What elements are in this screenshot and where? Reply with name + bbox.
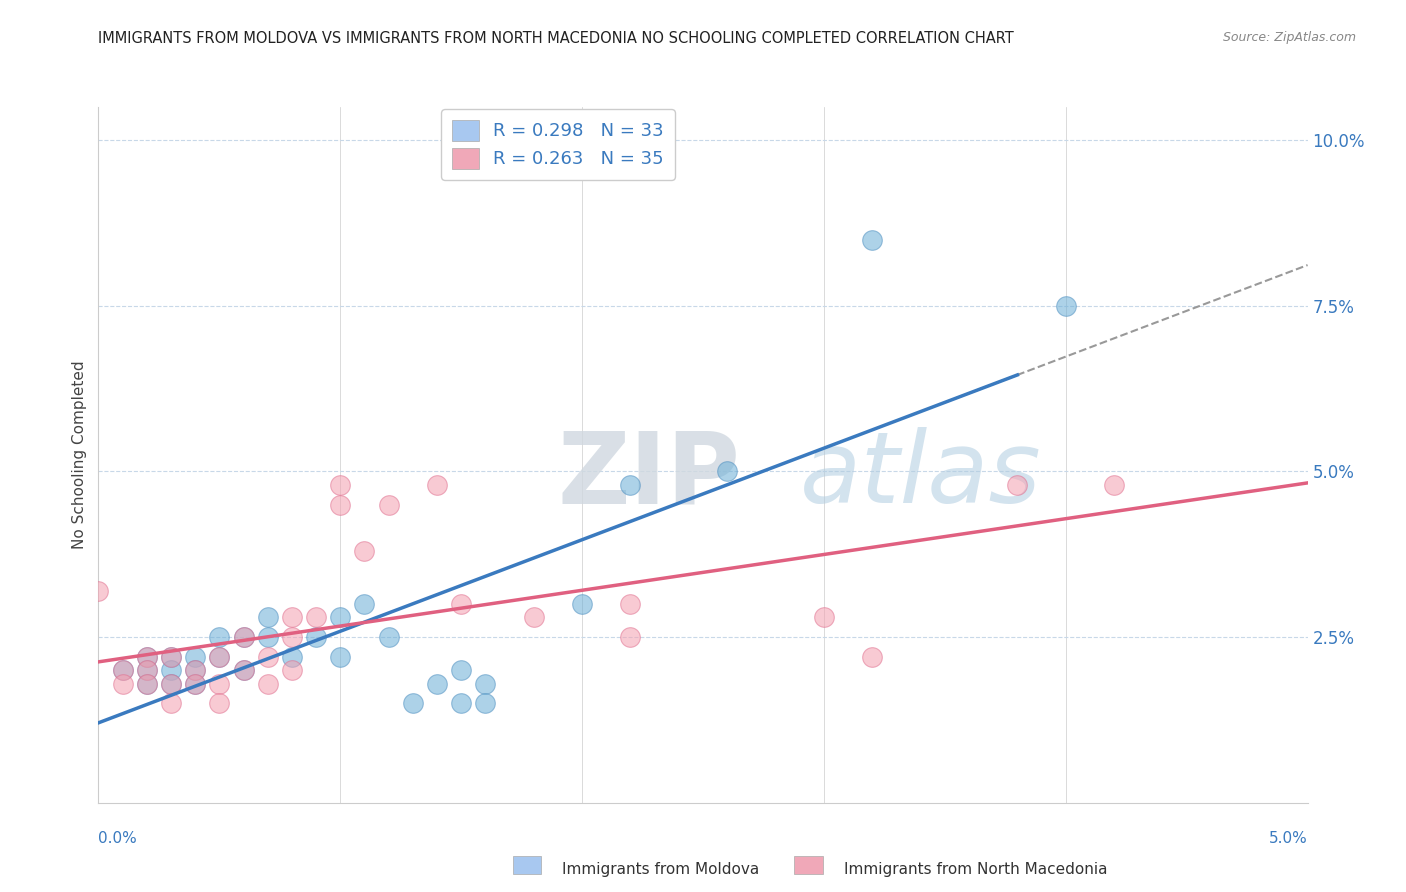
Point — [281, 663, 304, 677]
Point — [232, 630, 254, 644]
Point — [329, 477, 352, 491]
Point — [184, 663, 207, 677]
Point — [716, 465, 738, 479]
Point — [571, 597, 593, 611]
Point — [450, 663, 472, 677]
Point — [329, 498, 352, 512]
Point — [523, 610, 546, 624]
Point — [305, 630, 328, 644]
Point — [281, 610, 304, 624]
Point — [160, 650, 183, 665]
Point — [208, 650, 231, 665]
Point — [256, 630, 278, 644]
Point — [208, 630, 231, 644]
Point — [160, 697, 183, 711]
Point — [232, 630, 254, 644]
Point — [353, 597, 375, 611]
Point — [256, 610, 278, 624]
Point — [426, 676, 449, 690]
Point — [450, 597, 472, 611]
Point — [474, 697, 496, 711]
Point — [256, 676, 278, 690]
Point — [377, 498, 399, 512]
Point — [208, 650, 231, 665]
Point — [256, 650, 278, 665]
Point — [184, 650, 207, 665]
Point — [281, 650, 304, 665]
Y-axis label: No Schooling Completed: No Schooling Completed — [72, 360, 87, 549]
Point — [402, 697, 425, 711]
Text: IMMIGRANTS FROM MOLDOVA VS IMMIGRANTS FROM NORTH MACEDONIA NO SCHOOLING COMPLETE: IMMIGRANTS FROM MOLDOVA VS IMMIGRANTS FR… — [98, 31, 1014, 46]
Point — [111, 676, 134, 690]
Point — [87, 583, 110, 598]
Point — [813, 610, 835, 624]
Point — [353, 544, 375, 558]
FancyBboxPatch shape — [794, 856, 823, 874]
Point — [111, 663, 134, 677]
Point — [329, 610, 352, 624]
Point — [135, 663, 157, 677]
Point — [860, 233, 883, 247]
Point — [208, 697, 231, 711]
Point — [160, 676, 183, 690]
Point — [619, 597, 641, 611]
Point — [1102, 477, 1125, 491]
Text: Source: ZipAtlas.com: Source: ZipAtlas.com — [1223, 31, 1357, 45]
Point — [135, 650, 157, 665]
Point — [184, 676, 207, 690]
Point — [232, 663, 254, 677]
Point — [135, 676, 157, 690]
FancyBboxPatch shape — [513, 856, 541, 874]
Text: 0.0%: 0.0% — [98, 830, 138, 846]
Point — [184, 676, 207, 690]
Point — [111, 663, 134, 677]
Legend: R = 0.298   N = 33, R = 0.263   N = 35: R = 0.298 N = 33, R = 0.263 N = 35 — [441, 109, 675, 179]
Point — [426, 477, 449, 491]
Text: Immigrants from Moldova: Immigrants from Moldova — [562, 863, 759, 877]
Point — [329, 650, 352, 665]
Point — [619, 477, 641, 491]
Point — [184, 663, 207, 677]
Point — [305, 610, 328, 624]
Text: atlas: atlas — [800, 427, 1042, 524]
Text: ZIP: ZIP — [558, 427, 741, 524]
Point — [619, 630, 641, 644]
Point — [135, 650, 157, 665]
Point — [232, 663, 254, 677]
Point — [160, 663, 183, 677]
Point — [1054, 299, 1077, 313]
Point — [377, 630, 399, 644]
Point — [474, 676, 496, 690]
Point — [450, 697, 472, 711]
Point — [160, 676, 183, 690]
Point — [1007, 477, 1029, 491]
Text: Immigrants from North Macedonia: Immigrants from North Macedonia — [844, 863, 1107, 877]
Point — [160, 650, 183, 665]
Point — [860, 650, 883, 665]
Point — [135, 676, 157, 690]
Point — [208, 676, 231, 690]
Point — [281, 630, 304, 644]
Point — [135, 663, 157, 677]
Text: 5.0%: 5.0% — [1268, 830, 1308, 846]
